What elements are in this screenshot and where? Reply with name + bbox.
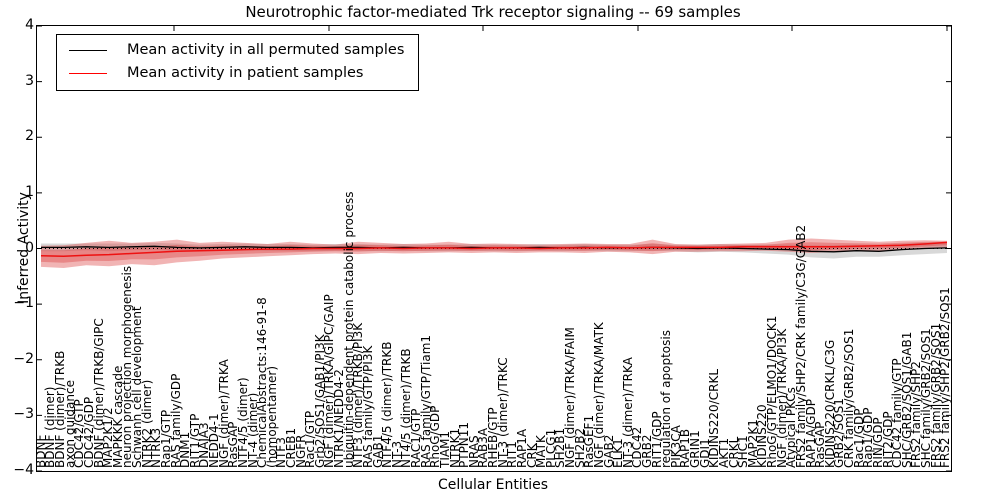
y-tick-label: −4 (13, 462, 34, 478)
patient-band-outer (41, 238, 947, 268)
legend-label: Mean activity in all permuted samples (127, 42, 405, 58)
permuted-line-swatch (69, 49, 107, 51)
chart-title: Neurotrophic factor-mediated Trk recepto… (245, 3, 741, 21)
legend-entry-permuted: Mean activity in all permuted samples (69, 42, 404, 58)
patient-mean-line (40, 241, 948, 258)
y-tick-label: 4 (25, 17, 34, 33)
chart-canvas (37, 26, 951, 471)
legend: Mean activity in all permuted samples Me… (56, 34, 420, 91)
y-tick-label: −2 (13, 350, 34, 367)
y-tick-label: −3 (13, 406, 34, 423)
y-tick-label: 2 (25, 128, 34, 145)
x-axis-label: Cellular Entities (437, 477, 549, 493)
y-tick-label: 3 (25, 72, 34, 89)
legend-label: Mean activity in patient samples (127, 65, 364, 81)
patient-line-swatch (69, 72, 107, 74)
y-tick-label: 0 (25, 239, 34, 256)
y-tick-label: −1 (13, 295, 34, 312)
legend-entry-patient: Mean activity in patient samples (69, 65, 404, 81)
x-tick-labels: BDNF BDNF (dimer) BDNF (dimer)/TRKB axon gu… (37, 26, 951, 471)
y-tick-label: 1 (25, 183, 34, 200)
plot-area: BDNF BDNF (dimer) BDNF (dimer)/TRKB axon gu… (36, 25, 952, 472)
x-tick-label: FRS2 family/SHP2/GRB2/SOS1 (938, 287, 951, 468)
